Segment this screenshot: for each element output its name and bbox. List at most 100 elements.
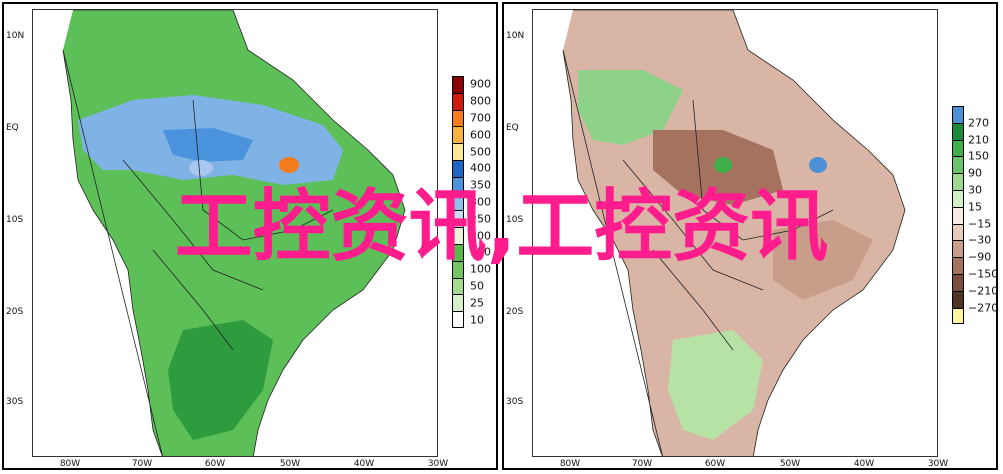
legend-swatch: [952, 122, 964, 140]
legend-row: 350: [452, 176, 500, 194]
legend-swatch: [452, 243, 464, 261]
legend-row: 210: [952, 122, 1000, 146]
legend-row: 600: [452, 126, 500, 144]
legend-swatch: [952, 106, 964, 123]
legend-label: 200: [470, 229, 491, 243]
legend-swatch: [952, 223, 964, 241]
legend-label: 15: [968, 200, 982, 214]
legend-swatch: [452, 193, 464, 211]
coastline-borders: [562, 10, 906, 456]
right-map-graphic: [562, 10, 906, 456]
legend-swatch: [952, 257, 964, 274]
lat-label: 10N: [6, 31, 25, 41]
legend-swatch: [452, 76, 464, 93]
legend-row: 800: [452, 92, 500, 110]
lat-label: 20S: [506, 307, 524, 317]
legend-row: −270: [952, 290, 1000, 314]
legend-label: 300: [470, 195, 491, 209]
right-anomaly-map: [532, 9, 938, 457]
legend-swatch: [452, 294, 464, 312]
legend-swatch: [452, 159, 464, 177]
legend-swatch: [952, 240, 964, 258]
lon-label: 30W: [427, 459, 449, 469]
legend-swatch: [452, 143, 464, 160]
legend-row: 150: [952, 139, 1000, 163]
positive-peak-1: [714, 157, 732, 173]
legend-row: 150: [452, 243, 500, 261]
legend-swatch: [452, 126, 464, 144]
legend-row: 270: [952, 106, 1000, 129]
lat-label: 20S: [6, 307, 24, 317]
legend-label: 25: [470, 296, 484, 310]
legend-label: −15: [968, 217, 992, 231]
legend-label: 100: [470, 262, 491, 276]
legend-row: 15: [952, 189, 1000, 213]
legend-label: 800: [470, 94, 491, 108]
legend-row: 300: [452, 193, 500, 211]
legend-swatch: [452, 227, 464, 244]
legend-row: 900: [452, 76, 500, 93]
legend-swatch: [952, 273, 964, 291]
positive-anomaly-south: [668, 330, 763, 440]
legend-row: [952, 307, 1000, 325]
legend-row: −90: [952, 240, 1000, 264]
lon-label: 80W: [559, 459, 581, 469]
legend-swatch: [952, 307, 964, 325]
legend-swatch: [452, 109, 464, 127]
legend-row: −30: [952, 223, 1000, 247]
legend-row: 50: [452, 277, 500, 295]
right-legend: 270 210 150 90 30 15 −15 −30 −90 −150 −210 −270: [952, 106, 1000, 325]
legend-row: 25: [452, 294, 500, 312]
legend-swatch: [952, 173, 964, 190]
lon-label: 30W: [927, 459, 949, 469]
left-precipitation-map: [32, 9, 438, 457]
lon-label: 60W: [204, 459, 226, 469]
legend-swatch: [452, 260, 464, 278]
legend-row: 200: [452, 227, 500, 244]
lat-label: 10S: [506, 215, 524, 225]
legend-swatch: [452, 277, 464, 295]
legend-row: 90: [952, 156, 1000, 180]
legend-label: 700: [470, 111, 491, 125]
lat-label: 30S: [506, 397, 524, 407]
legend-label: −90: [968, 250, 992, 264]
legend-label: 600: [470, 128, 491, 142]
lon-label: 50W: [779, 459, 801, 469]
lon-label: 60W: [704, 459, 726, 469]
legend-label: 350: [470, 178, 491, 192]
negative-anomaly-east: [773, 220, 873, 300]
lon-label: 40W: [353, 459, 375, 469]
left-legend: 900 800 700 600 500 400 350 300 250 200 150 100 50 25…: [452, 76, 500, 328]
legend-swatch: [452, 92, 464, 110]
legend-swatch: [952, 290, 964, 308]
legend-label: 400: [470, 161, 491, 175]
legend-swatch: [952, 156, 964, 174]
legend-label: 270: [968, 116, 989, 130]
legend-swatch: [452, 210, 464, 228]
legend-label: 90: [968, 166, 982, 180]
legend-row: 30: [952, 173, 1000, 196]
legend-row: 250: [452, 210, 500, 228]
legend-label: 50: [470, 279, 484, 293]
right-map-panel: 10N EQ 10S 20S 30S 80W 70W 60W 50W 40W 3…: [502, 2, 998, 470]
legend-row: 700: [452, 109, 500, 127]
legend-label: 250: [470, 212, 491, 226]
lon-label: 70W: [131, 459, 153, 469]
lat-label: 10S: [6, 215, 24, 225]
legend-label: 500: [470, 145, 491, 159]
legend-label: −150: [968, 267, 999, 281]
legend-row: −15: [952, 206, 1000, 230]
legend-label: −270: [968, 301, 999, 315]
legend-row: 10: [452, 311, 500, 328]
positive-peak-2: [809, 157, 827, 173]
legend-label: 10: [470, 313, 484, 327]
legend-label: 150: [968, 149, 989, 163]
lon-label: 80W: [59, 459, 81, 469]
left-map-graphic: [62, 10, 406, 456]
lon-label: 50W: [279, 459, 301, 469]
legend-row: 100: [452, 260, 500, 278]
legend-swatch: [952, 206, 964, 224]
positive-anomaly-west: [578, 70, 683, 145]
lat-label: 30S: [6, 397, 24, 407]
legend-swatch: [952, 139, 964, 157]
